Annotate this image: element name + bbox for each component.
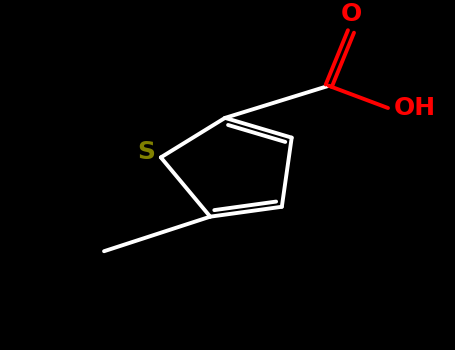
Text: OH: OH — [394, 96, 436, 120]
Text: S: S — [137, 140, 155, 164]
Text: O: O — [340, 2, 362, 26]
